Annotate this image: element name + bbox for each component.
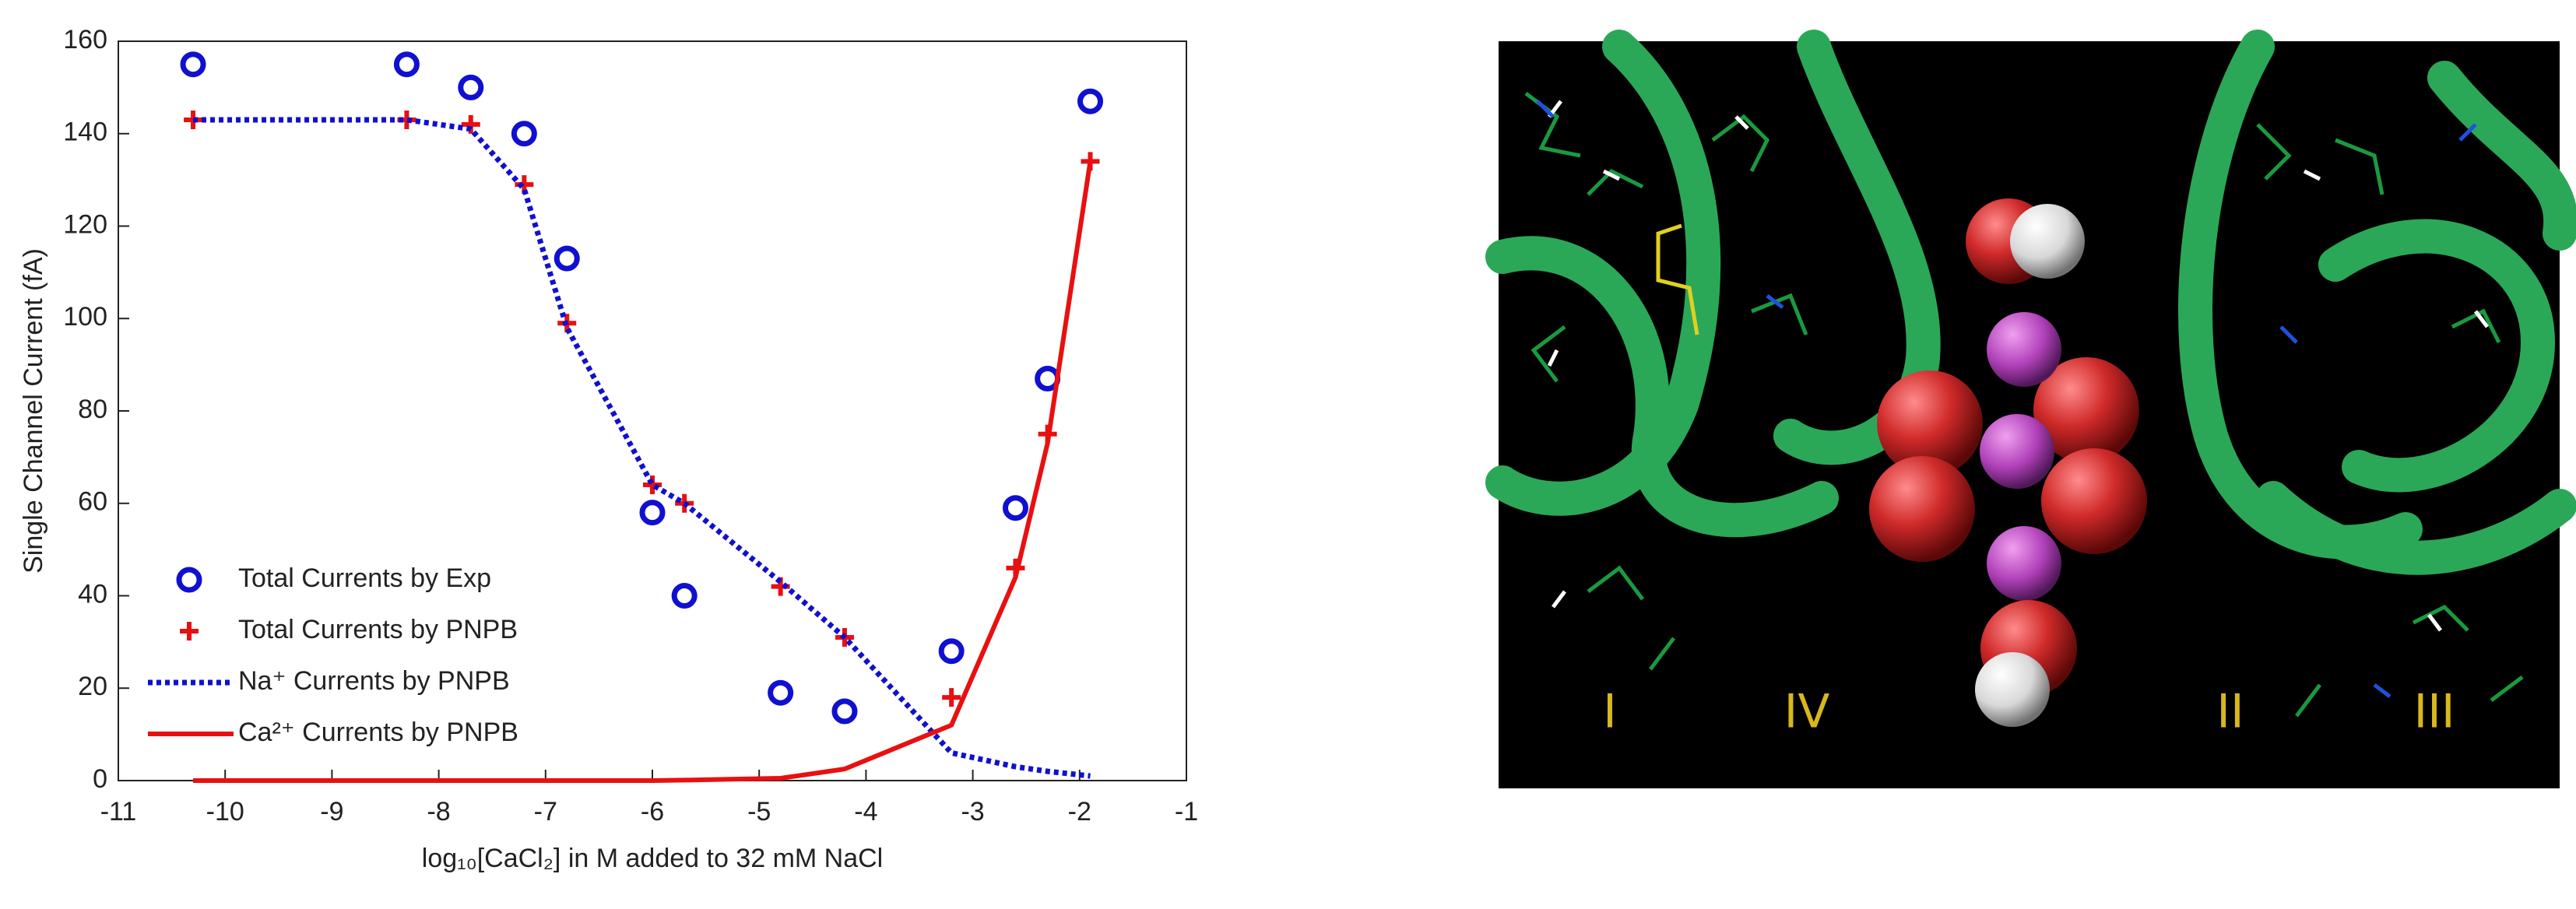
y-tick-label: 120	[63, 209, 107, 239]
side-chains	[1524, 92, 2524, 718]
point	[184, 110, 203, 129]
y-tick-label: 160	[63, 25, 107, 54]
x-tick-label: -9	[320, 797, 343, 827]
point	[458, 74, 484, 100]
domain-label: II	[2216, 685, 2244, 739]
legend-label: Total Currents by Exp	[238, 563, 491, 593]
legend-label: Na⁺ Currents by PNPB	[238, 666, 510, 696]
x-tick-label: -10	[206, 797, 244, 827]
x-tick-label: -1	[1175, 797, 1198, 827]
legend-marker	[176, 567, 202, 593]
x-tick-label: -4	[854, 797, 877, 827]
y-tick-label: 140	[63, 118, 107, 147]
x-tick-label: -11	[100, 797, 137, 827]
point	[942, 688, 961, 707]
y-tick-label: 80	[78, 395, 107, 424]
point	[511, 121, 537, 147]
point	[643, 476, 662, 494]
point	[1002, 495, 1028, 521]
point	[393, 51, 420, 78]
x-tick-label: -5	[747, 797, 771, 827]
point	[554, 245, 580, 272]
ion-spheres	[1869, 198, 2147, 727]
legend-label: Ca²⁺ Currents by PNPB	[238, 718, 518, 747]
point	[831, 698, 858, 725]
legend: Total Currents by Exp Total Currents by P…	[148, 563, 518, 747]
y-tick-label: 100	[63, 302, 107, 332]
series-line	[193, 160, 1093, 783]
domain-label: I	[1603, 685, 1617, 739]
molecular-image: I IV II III	[1485, 30, 2576, 788]
point	[1077, 88, 1104, 114]
x-tick-label: -2	[1068, 797, 1091, 827]
protein-tubes	[1485, 30, 2576, 575]
legend-marker	[180, 622, 199, 641]
domain-label: IV	[1784, 685, 1830, 739]
x-tick-label: -3	[961, 797, 984, 827]
point	[461, 114, 480, 134]
y-tick-label: 20	[78, 672, 107, 701]
legend-label: Total Currents by PNPB	[238, 615, 518, 644]
x-tick-label: -8	[427, 797, 450, 827]
y-axis-label: Single Channel Current (fA)	[19, 248, 48, 574]
point	[180, 51, 206, 78]
x-tick-label: -6	[641, 797, 664, 827]
point	[938, 638, 965, 665]
point	[768, 679, 794, 706]
domain-label: III	[2413, 685, 2455, 739]
y-tick-label: 40	[78, 579, 107, 609]
point	[639, 500, 666, 526]
y-tick-label: 0	[93, 764, 107, 794]
x-tick-label: -7	[534, 797, 557, 827]
y-tick-label: 60	[78, 487, 107, 517]
x-axis-label: log₁₀[CaCl₂] in M added to 32 mM NaCl	[422, 844, 883, 873]
point	[671, 583, 698, 609]
series-line	[193, 117, 1091, 779]
